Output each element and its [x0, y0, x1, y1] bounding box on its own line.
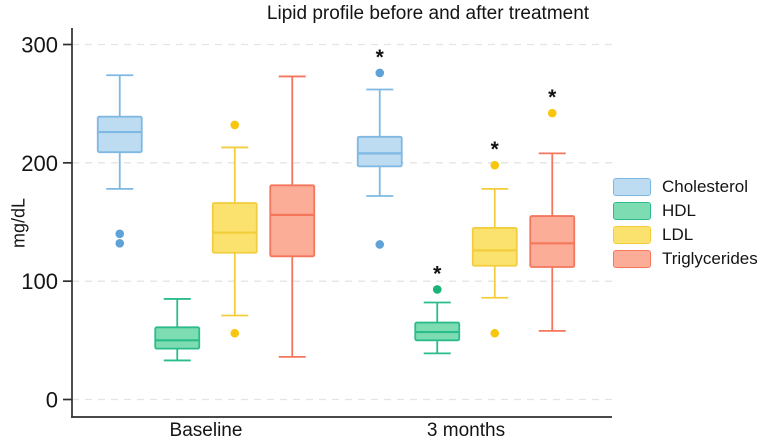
significance-asterisk: *	[548, 86, 557, 109]
iqr-box	[471, 227, 518, 267]
outlier-point	[490, 328, 500, 338]
legend-swatch-2	[613, 225, 651, 244]
chart-title: Lipid profile before and after treatment	[266, 3, 590, 24]
x-tick-label-baseline: Baseline	[169, 420, 243, 441]
legend-item-ldl: LDL	[613, 224, 758, 244]
legend-item-triglycerides: Triglycerides	[613, 248, 758, 268]
outlier-point	[490, 160, 500, 170]
iqr-box	[211, 202, 258, 254]
outlier-point	[432, 285, 442, 294]
outlier-point	[115, 239, 125, 248]
box-hdl-3-months: *	[414, 262, 461, 355]
y-tick-label: 300	[21, 33, 58, 58]
outlier-point	[375, 68, 385, 78]
legend: Cholesterol HDL LDL Triglycerides	[613, 176, 758, 274]
outlier-point	[115, 229, 125, 239]
legend-swatch-1	[613, 201, 651, 220]
y-axis-label: mg/dL	[8, 197, 29, 249]
outlier-point	[375, 240, 385, 249]
iqr-box	[356, 135, 403, 168]
legend-label: Triglycerides	[662, 248, 758, 268]
outlier-point	[230, 120, 240, 130]
box-cholesterol-baseline	[96, 74, 143, 248]
outlier-point	[230, 328, 240, 338]
legend-swatch-3	[613, 249, 651, 268]
legend-label: HDL	[662, 200, 697, 220]
legend-swatch-0	[613, 177, 651, 196]
significance-asterisk: *	[433, 262, 442, 285]
y-tick-label: 0	[46, 388, 58, 413]
legend-label: LDL	[662, 224, 694, 244]
legend-item-hdl: HDL	[613, 200, 758, 220]
legend-item-cholesterol: Cholesterol	[613, 176, 758, 196]
box-ldl-3-months: *	[471, 138, 518, 338]
x-tick-label-3-months: 3 months	[426, 420, 506, 441]
iqr-box	[96, 115, 143, 154]
iqr-box	[154, 326, 201, 350]
iqr-box	[529, 215, 576, 268]
iqr-box	[269, 184, 316, 258]
box-triglycerides-3-months: *	[529, 86, 576, 332]
significance-asterisk: *	[491, 138, 500, 161]
significance-asterisk: *	[376, 46, 385, 69]
legend-label: Cholesterol	[662, 176, 748, 196]
outlier-point	[547, 108, 557, 118]
y-axis-ticks: 0 100 200 300	[21, 33, 72, 413]
box-hdl-baseline	[154, 298, 201, 362]
box-ldl-baseline	[211, 120, 258, 338]
y-tick-label: 200	[21, 151, 58, 176]
y-tick-label: 100	[21, 269, 58, 294]
box-cholesterol-3-months: *	[356, 46, 403, 249]
box-triglycerides-baseline	[269, 75, 316, 358]
